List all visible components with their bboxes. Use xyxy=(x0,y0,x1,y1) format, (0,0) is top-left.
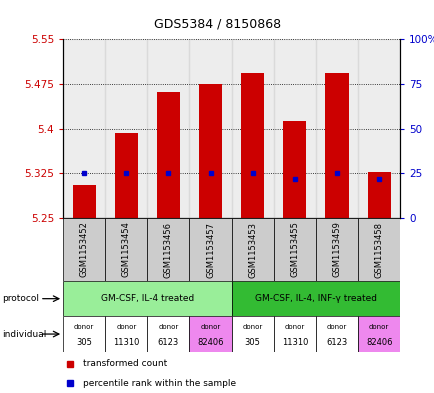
Bar xyxy=(189,316,231,352)
Bar xyxy=(115,133,138,218)
Text: GSM1153454: GSM1153454 xyxy=(122,222,131,277)
Text: transformed count: transformed count xyxy=(83,359,167,368)
Text: donor: donor xyxy=(242,324,262,330)
Text: individual: individual xyxy=(2,330,46,338)
Bar xyxy=(231,316,273,352)
Bar xyxy=(189,218,231,281)
Bar xyxy=(147,316,189,352)
Text: protocol: protocol xyxy=(2,294,39,303)
Bar xyxy=(189,39,231,218)
Text: donor: donor xyxy=(368,324,388,330)
Bar xyxy=(315,316,357,352)
Text: GSM1153457: GSM1153457 xyxy=(206,222,214,277)
Text: donor: donor xyxy=(326,324,346,330)
Bar xyxy=(147,218,189,281)
Bar xyxy=(357,39,399,218)
Text: 6123: 6123 xyxy=(326,338,347,347)
Text: donor: donor xyxy=(74,324,94,330)
Bar xyxy=(105,218,147,281)
Bar xyxy=(357,218,399,281)
Bar xyxy=(231,39,273,218)
Text: donor: donor xyxy=(284,324,304,330)
Text: 305: 305 xyxy=(76,338,92,347)
Text: GM-CSF, IL-4, INF-γ treated: GM-CSF, IL-4, INF-γ treated xyxy=(254,294,376,303)
Bar xyxy=(315,39,357,218)
Bar xyxy=(240,73,264,218)
Text: GSM1153453: GSM1153453 xyxy=(248,222,256,277)
Text: 11310: 11310 xyxy=(113,338,139,347)
Text: percentile rank within the sample: percentile rank within the sample xyxy=(83,379,236,387)
Bar xyxy=(273,316,315,352)
Bar xyxy=(147,39,189,218)
Text: donor: donor xyxy=(200,324,220,330)
Text: 6123: 6123 xyxy=(158,338,179,347)
Bar xyxy=(63,316,105,352)
Text: GSM1153456: GSM1153456 xyxy=(164,222,173,277)
Bar xyxy=(63,39,105,218)
Bar xyxy=(198,84,222,218)
Bar xyxy=(63,281,231,316)
Text: GM-CSF, IL-4 treated: GM-CSF, IL-4 treated xyxy=(101,294,194,303)
Bar xyxy=(231,218,273,281)
Bar xyxy=(63,218,105,281)
Bar xyxy=(273,39,315,218)
Text: 82406: 82406 xyxy=(197,338,224,347)
Bar xyxy=(72,185,95,218)
Text: donor: donor xyxy=(116,324,136,330)
Text: donor: donor xyxy=(158,324,178,330)
Bar xyxy=(105,39,147,218)
Text: 305: 305 xyxy=(244,338,260,347)
Bar xyxy=(273,218,315,281)
Text: 11310: 11310 xyxy=(281,338,307,347)
Bar xyxy=(157,92,180,218)
Bar xyxy=(315,218,357,281)
Text: GSM1153452: GSM1153452 xyxy=(79,222,89,277)
Bar xyxy=(231,281,399,316)
Text: GSM1153459: GSM1153459 xyxy=(332,222,341,277)
Text: GDS5384 / 8150868: GDS5384 / 8150868 xyxy=(154,18,280,31)
Text: 82406: 82406 xyxy=(365,338,391,347)
Bar xyxy=(357,316,399,352)
Bar xyxy=(283,121,306,218)
Bar xyxy=(325,73,348,218)
Bar xyxy=(105,316,147,352)
Bar xyxy=(367,172,390,218)
Text: GSM1153455: GSM1153455 xyxy=(289,222,299,277)
Text: GSM1153458: GSM1153458 xyxy=(374,222,383,277)
